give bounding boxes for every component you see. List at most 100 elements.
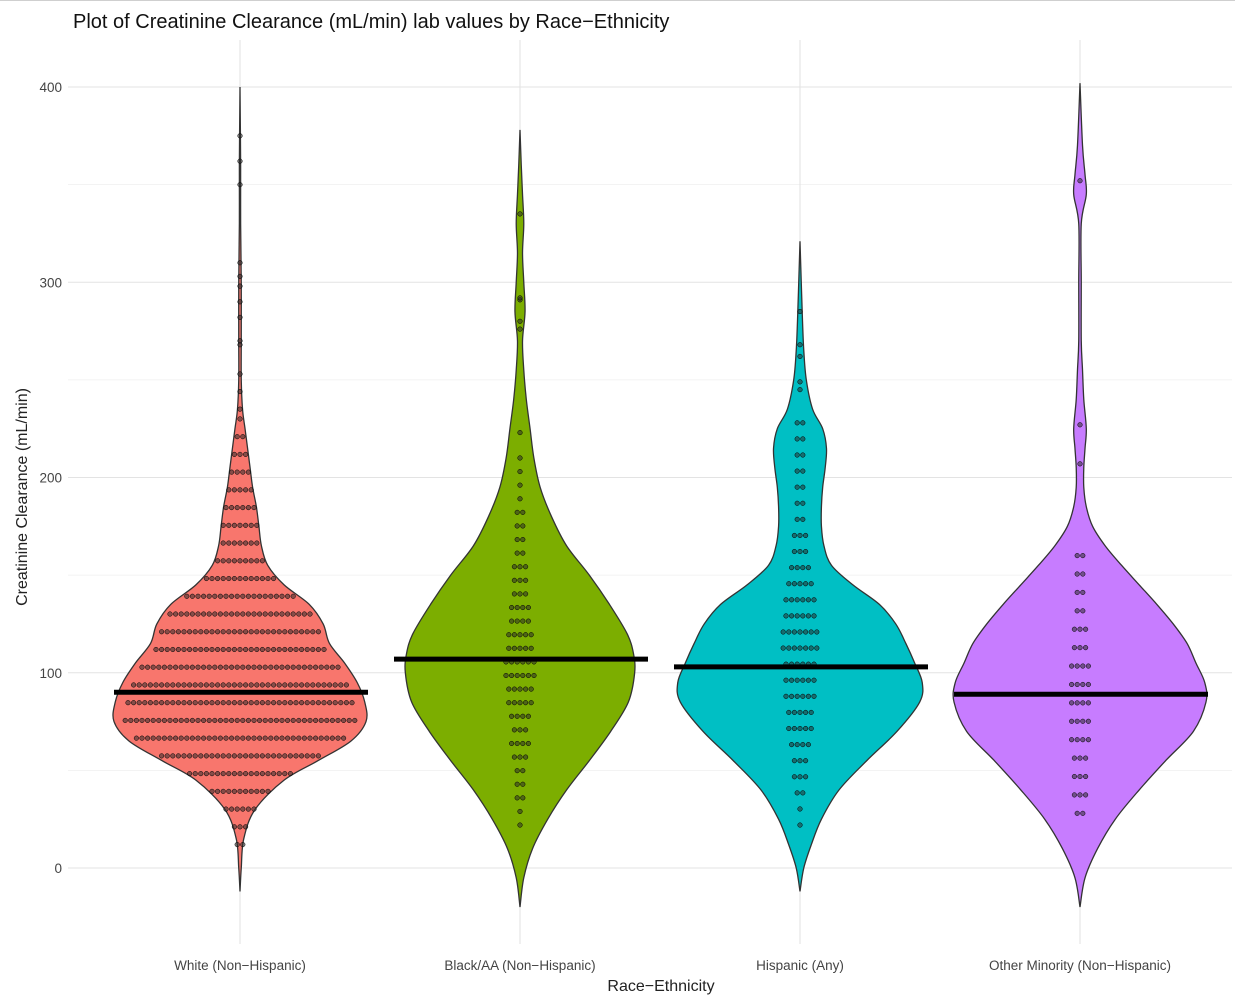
data-point — [1085, 681, 1091, 688]
data-point — [248, 558, 254, 564]
data-point — [220, 575, 226, 582]
data-point — [803, 581, 809, 587]
violin-4 — [952, 83, 1208, 908]
data-point — [201, 593, 207, 599]
data-point — [800, 516, 806, 522]
data-point — [243, 522, 249, 528]
data-point — [237, 451, 243, 457]
data-point — [159, 682, 165, 688]
data-point — [237, 646, 243, 653]
data-point — [254, 700, 260, 706]
data-point — [257, 717, 263, 723]
data-point — [797, 806, 803, 812]
data-point — [1085, 663, 1091, 669]
data-point — [223, 806, 229, 812]
data-point — [514, 618, 520, 624]
data-point — [318, 735, 324, 741]
data-point — [789, 597, 795, 603]
dot-group-4 — [1069, 178, 1091, 816]
data-point — [805, 742, 811, 748]
data-point — [237, 416, 243, 422]
data-point — [234, 664, 240, 670]
data-point — [310, 629, 316, 635]
data-point — [1071, 792, 1077, 798]
data-point — [1077, 755, 1083, 761]
data-point — [265, 575, 271, 582]
data-point — [313, 717, 319, 723]
data-point — [279, 611, 285, 617]
data-point — [800, 790, 806, 796]
data-point — [231, 788, 237, 794]
x-axis-title: Race−Ethnicity — [607, 978, 714, 995]
data-point — [254, 629, 260, 635]
data-point — [1074, 571, 1080, 577]
data-point — [220, 522, 226, 528]
data-point — [511, 591, 517, 597]
data-point — [209, 771, 215, 777]
data-point — [349, 700, 355, 706]
data-point — [237, 753, 243, 759]
data-point — [226, 522, 232, 528]
data-point — [243, 646, 249, 653]
data-point — [198, 629, 204, 635]
data-point — [145, 717, 151, 723]
data-point — [797, 308, 803, 315]
data-point — [231, 522, 237, 528]
data-point — [301, 611, 307, 617]
data-point — [517, 564, 523, 570]
data-point — [248, 646, 254, 653]
data-point — [164, 646, 170, 653]
chart-title: Plot of Creatinine Clearance (mL/min) la… — [73, 11, 669, 33]
data-point — [285, 735, 291, 741]
data-point — [254, 753, 260, 759]
data-point — [215, 753, 221, 759]
data-point — [523, 577, 529, 583]
dot-layer — [122, 133, 1091, 848]
data-point — [523, 754, 529, 760]
data-point — [811, 613, 817, 619]
data-point — [254, 788, 260, 794]
data-point — [209, 575, 215, 582]
data-point — [268, 717, 274, 723]
data-point — [178, 735, 184, 741]
data-point — [265, 646, 271, 653]
data-point — [257, 611, 263, 617]
data-point — [192, 771, 198, 777]
data-point — [265, 700, 271, 706]
data-point — [307, 717, 313, 723]
data-point — [170, 646, 176, 653]
data-point — [520, 618, 526, 624]
data-point — [223, 611, 229, 617]
data-point — [805, 693, 811, 699]
data-point — [1069, 663, 1075, 669]
data-point — [517, 686, 523, 692]
data-point — [1077, 792, 1083, 798]
data-point — [321, 682, 327, 688]
data-point — [234, 505, 240, 511]
data-point — [133, 735, 139, 741]
y-tick-label: 0 — [54, 861, 62, 876]
data-point — [231, 451, 237, 457]
data-point — [215, 682, 221, 688]
data-point — [248, 788, 254, 794]
data-point — [251, 664, 257, 670]
data-point — [287, 682, 293, 688]
data-point — [259, 646, 265, 653]
data-point — [808, 709, 814, 715]
data-point — [226, 682, 232, 688]
data-point — [794, 500, 800, 506]
data-point — [245, 806, 251, 812]
data-point — [329, 735, 335, 741]
data-point — [293, 629, 299, 635]
data-point — [201, 611, 207, 617]
data-point — [514, 509, 520, 515]
data-point — [506, 700, 512, 706]
data-point — [259, 700, 265, 706]
data-point — [509, 713, 515, 719]
data-point — [1074, 589, 1080, 595]
data-point — [1077, 773, 1083, 780]
data-point — [192, 646, 198, 653]
data-point — [206, 593, 212, 599]
data-point — [181, 700, 187, 706]
data-point — [1074, 737, 1080, 743]
